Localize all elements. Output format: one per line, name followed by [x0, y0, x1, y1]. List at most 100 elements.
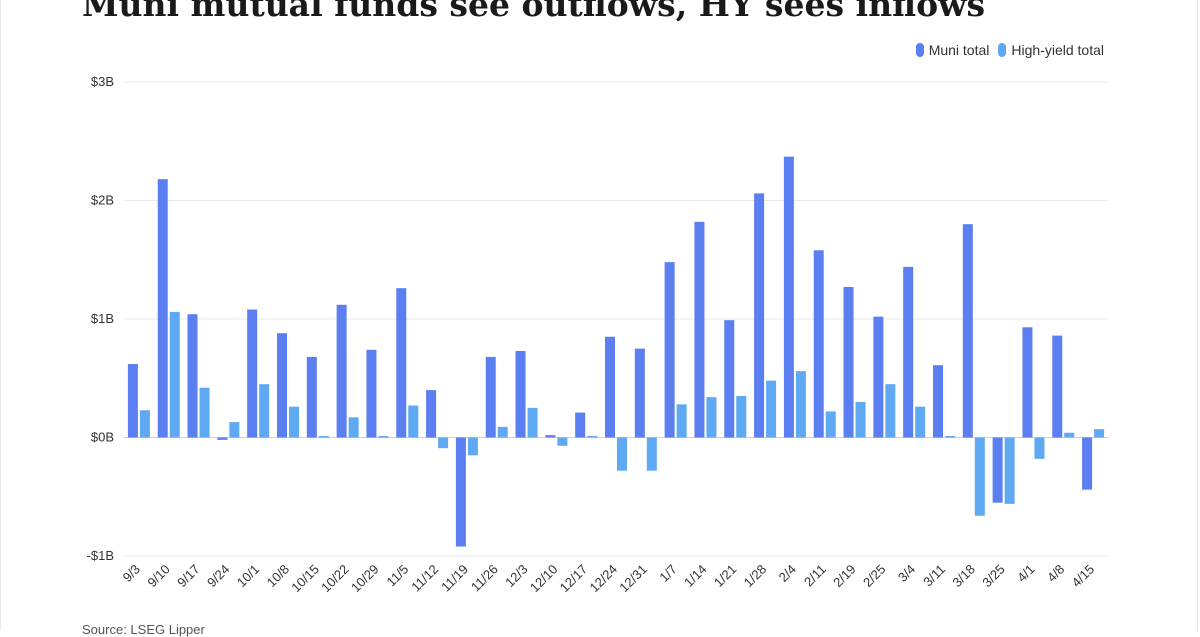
x-tick-label: 10/15: [288, 562, 322, 596]
bar-muni: [634, 348, 645, 438]
bar-high-yield: [885, 384, 896, 438]
bar-muni: [903, 266, 914, 438]
x-tick-label: 10/1: [234, 562, 263, 591]
x-tick-label: 2/19: [830, 562, 859, 591]
bar-high-yield: [467, 437, 478, 456]
bar-high-yield: [1034, 437, 1045, 459]
x-tick-label: 1/28: [741, 562, 770, 591]
bar-high-yield: [587, 436, 598, 438]
bar-high-yield: [795, 371, 806, 438]
bar-muni: [426, 390, 437, 438]
bar-high-yield: [289, 406, 299, 438]
bar-muni: [306, 356, 317, 438]
bar-muni: [575, 412, 586, 438]
grid-lines: [124, 81, 1108, 557]
bar-high-yield: [1004, 437, 1015, 504]
x-tick-label: 3/4: [895, 562, 918, 585]
bar-high-yield: [169, 311, 180, 438]
bar-high-yield: [915, 406, 926, 438]
legend-label-muni: Muni total: [928, 42, 990, 58]
x-tick-label: 9/17: [174, 562, 203, 591]
x-tick-label: 11/19: [438, 562, 471, 595]
legend-item-high-yield: High-yield total: [998, 42, 1104, 58]
bar-high-yield: [945, 436, 955, 438]
bar-high-yield: [706, 397, 717, 438]
bar-high-yield: [378, 436, 389, 438]
x-tick-label: 9/10: [144, 562, 173, 591]
y-tick-label: $0B: [91, 430, 114, 445]
bar-high-yield: [617, 437, 627, 471]
x-tick-label: 9/24: [204, 562, 233, 591]
bar-muni: [396, 288, 407, 438]
x-tick-label: 9/3: [120, 562, 143, 585]
bar-muni: [187, 314, 198, 438]
bar-high-yield: [318, 436, 329, 438]
y-tick-label: -$1B: [87, 548, 114, 563]
bar-high-yield: [766, 380, 777, 438]
bar-muni: [873, 316, 884, 438]
y-axis-ticks: $3B $2B $1B $0B -$1B: [87, 74, 114, 563]
x-tick-label: 3/18: [949, 562, 978, 591]
legend-swatch-muni: [915, 43, 924, 57]
bar-high-yield: [139, 410, 150, 438]
bar-high-yield: [557, 437, 568, 446]
x-tick-label: 12/17: [557, 562, 591, 596]
bar-high-yield: [974, 437, 985, 516]
x-tick-label: 12/31: [616, 562, 650, 596]
bar-high-yield: [229, 422, 240, 438]
legend: Muni total High-yield total: [915, 42, 1104, 58]
x-tick-label: 3/25: [979, 562, 1008, 591]
x-tick-label: 4/15: [1069, 562, 1098, 591]
bars: [127, 156, 1105, 547]
x-tick-label: 4/8: [1044, 562, 1067, 585]
bar-high-yield: [348, 417, 359, 438]
bar-muni: [1082, 437, 1093, 490]
y-tick-label: $3B: [91, 74, 114, 89]
x-tick-label: 1/14: [681, 562, 710, 591]
chart-title: Muni mutual funds see outflows, HY sees …: [82, 0, 986, 24]
bar-high-yield: [736, 396, 747, 438]
bar-high-yield: [855, 401, 866, 438]
x-tick-label: 3/11: [920, 562, 948, 590]
legend-swatch-high-yield: [998, 43, 1007, 57]
x-tick-label: 10/22: [318, 562, 352, 596]
x-tick-label: 12/24: [587, 562, 621, 596]
bar-muni: [157, 179, 168, 438]
x-tick-label: 11/12: [408, 562, 441, 595]
bar-muni: [127, 364, 138, 438]
bar-muni: [843, 287, 854, 438]
x-tick-label: 12/3: [502, 562, 531, 591]
bar-high-yield: [646, 437, 657, 471]
bar-high-yield: [199, 387, 210, 438]
bar-muni: [336, 304, 347, 438]
y-tick-label: $1B: [91, 311, 114, 326]
bar-muni: [933, 365, 943, 438]
x-tick-label: 10/29: [348, 562, 382, 596]
x-tick-label: 2/4: [776, 562, 799, 585]
bar-muni: [515, 350, 526, 438]
bar-muni: [664, 262, 675, 438]
bar-high-yield: [259, 384, 270, 438]
bar-high-yield: [438, 437, 449, 449]
legend-label-high-yield: High-yield total: [1011, 42, 1104, 58]
bar-muni: [366, 349, 377, 438]
bar-muni: [217, 437, 228, 440]
bar-muni: [992, 437, 1003, 503]
bar-muni: [277, 333, 287, 438]
bar-muni: [455, 437, 466, 547]
bar-muni: [694, 221, 705, 438]
bar-high-yield: [527, 407, 538, 438]
x-tick-label: 1/21: [711, 562, 740, 591]
bar-muni: [754, 193, 765, 438]
bar-muni: [247, 309, 258, 438]
bar-muni: [813, 250, 824, 438]
bar-muni: [485, 356, 496, 438]
x-tick-label: 2/25: [860, 562, 889, 591]
bar-muni: [545, 435, 556, 438]
bar-muni: [783, 156, 794, 438]
bar-muni: [962, 224, 973, 438]
x-tick-label: 10/8: [264, 562, 293, 591]
